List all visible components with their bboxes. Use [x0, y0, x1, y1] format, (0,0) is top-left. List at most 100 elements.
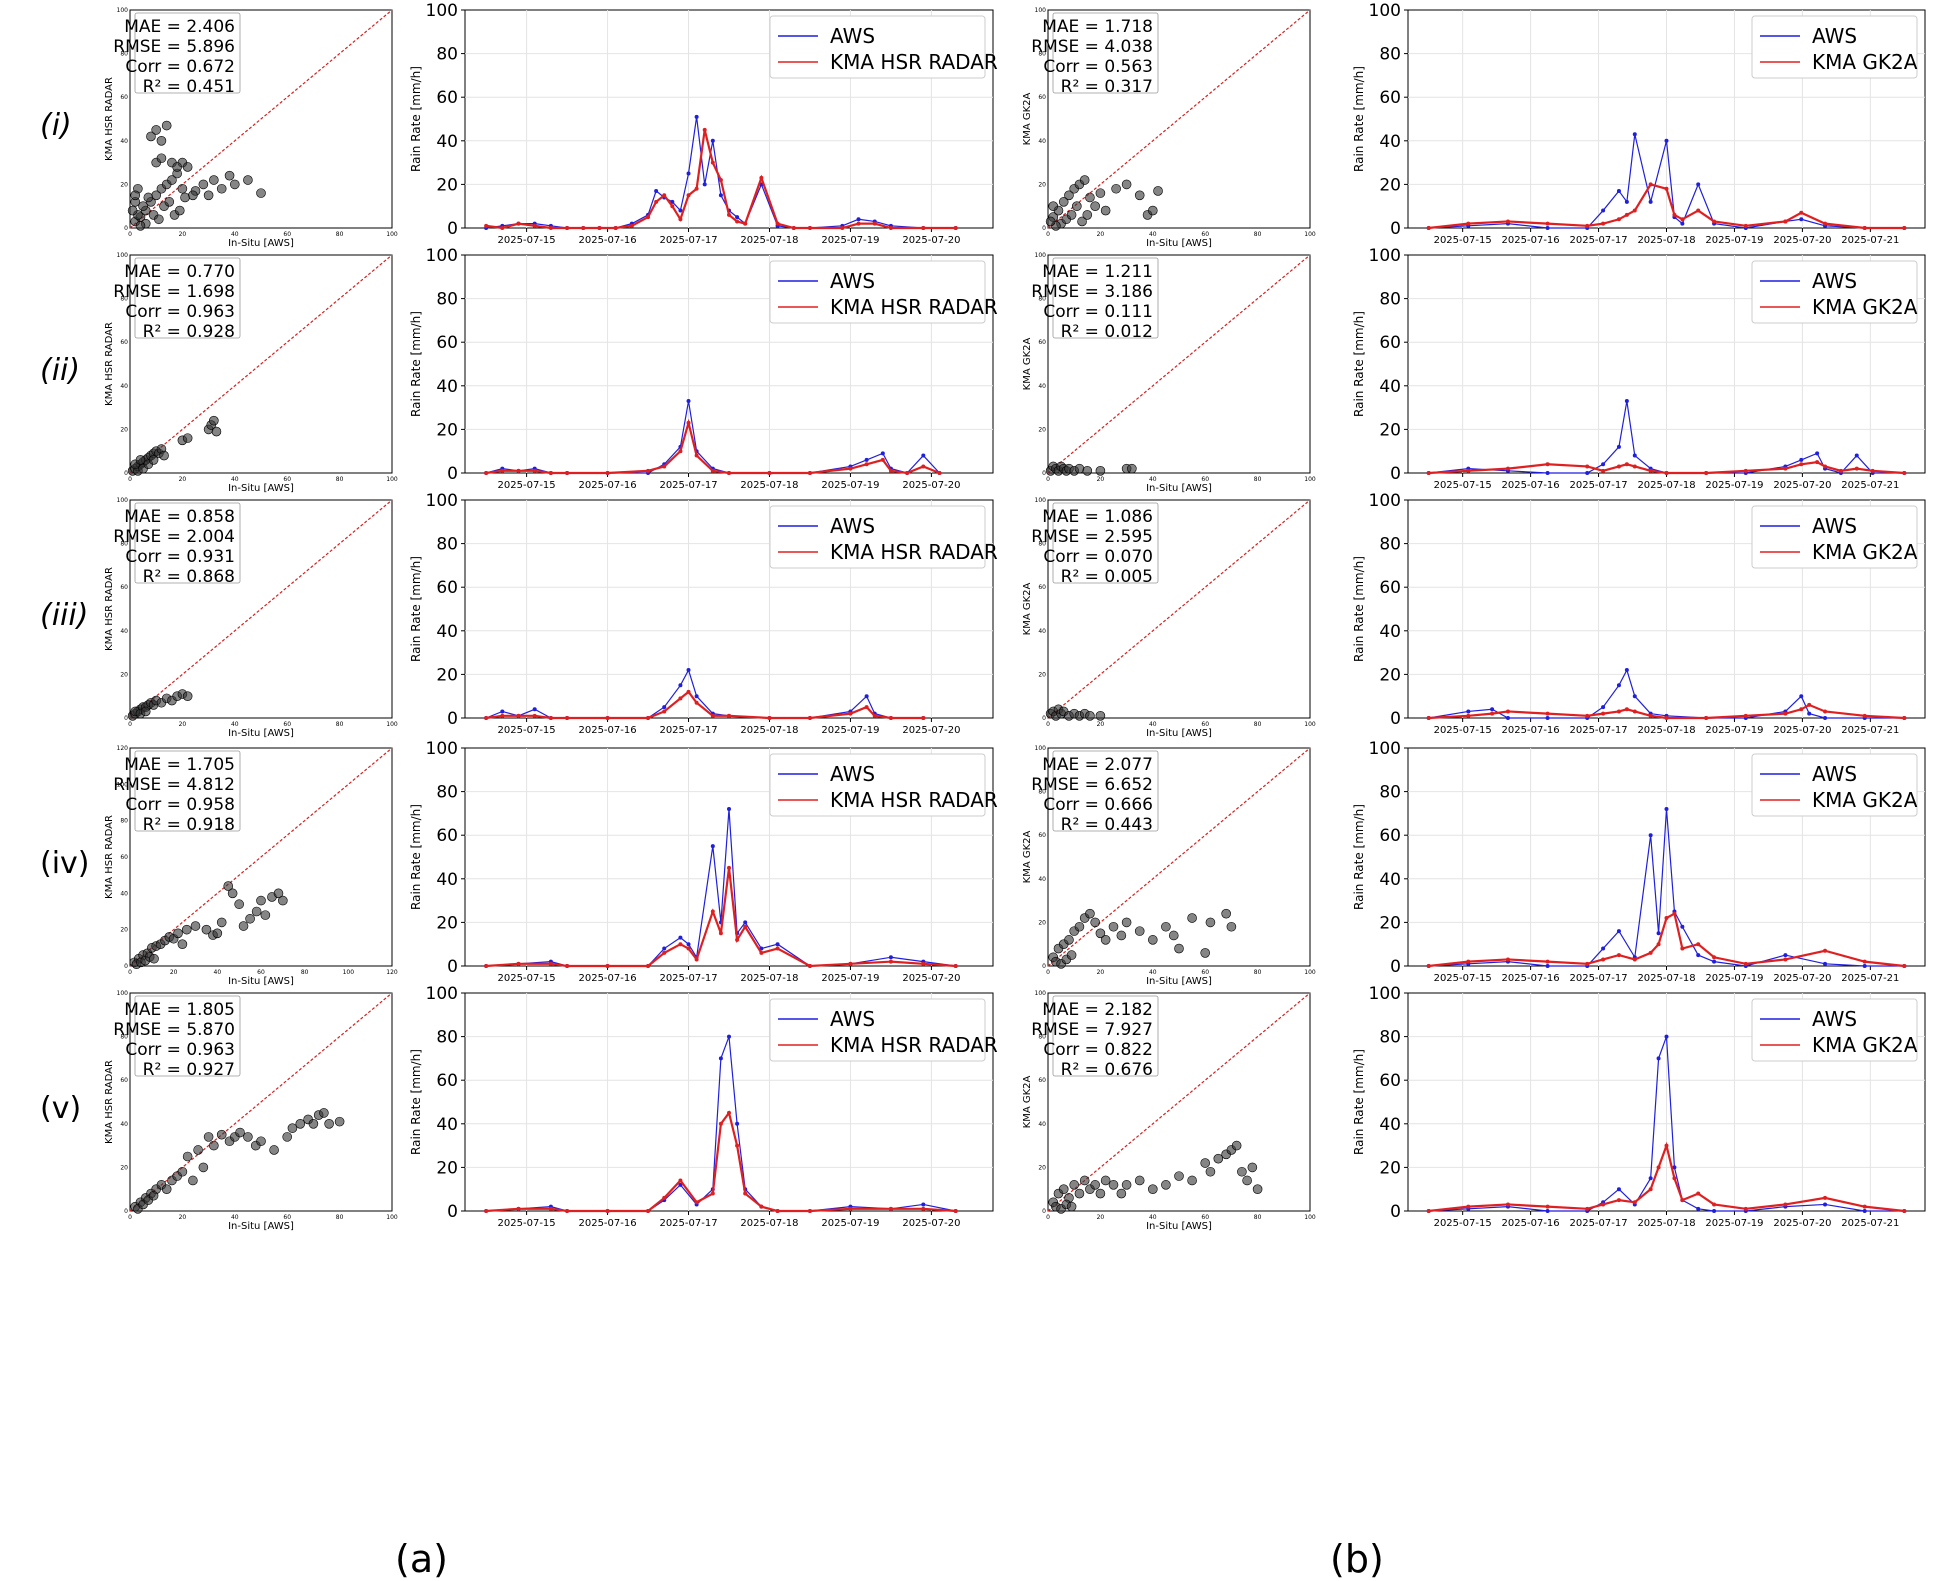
- series-point: [1585, 1206, 1590, 1211]
- y-axis-label: KMA GK2A: [1022, 830, 1033, 883]
- series-point: [678, 1182, 683, 1187]
- scatter-point: [135, 455, 146, 465]
- x-tick-label: 40: [1149, 476, 1157, 483]
- series-point: [727, 807, 731, 812]
- scatter-point: [127, 205, 138, 216]
- y-axis-label: Rain Rate [mm/h]: [1352, 804, 1366, 910]
- series-point: [1823, 464, 1828, 469]
- x-tick-label: 60: [283, 231, 291, 238]
- y-tick-label: 80: [1038, 541, 1046, 548]
- scatter-point: [188, 190, 198, 201]
- series-point: [727, 865, 731, 870]
- x-tick-label: 2025-07-15: [1434, 235, 1492, 246]
- x-tick-label: 2025-07-19: [821, 725, 879, 736]
- series-point: [646, 1209, 651, 1213]
- series-point: [921, 716, 926, 720]
- x-tick-label: 2025-07-20: [1773, 1218, 1831, 1229]
- series-point: [484, 223, 489, 228]
- x-tick-label: 2025-07-18: [740, 973, 798, 984]
- series-point: [1743, 961, 1748, 966]
- series-line: [1428, 808, 1905, 967]
- y-tick-label: 20: [436, 175, 458, 195]
- scatter-point: [1252, 1184, 1263, 1194]
- scatter-point: [148, 1190, 159, 1201]
- scatter-point: [164, 197, 175, 207]
- x-tick-label: 0: [128, 721, 132, 728]
- series-point: [1656, 1165, 1661, 1170]
- x-tick-label: 2025-07-21: [1841, 235, 1899, 246]
- y-tick-label: 60: [436, 333, 458, 353]
- x-tick-label: 0: [128, 231, 132, 238]
- x-tick-label: 2025-07-18: [1637, 725, 1695, 736]
- series-point: [646, 964, 651, 968]
- series-point: [710, 844, 715, 849]
- x-tick-label: 2025-07-15: [1434, 1218, 1492, 1229]
- series-point: [1743, 713, 1748, 718]
- series-point: [1466, 709, 1471, 714]
- x-tick-label: 2025-07-17: [1569, 973, 1627, 984]
- series-point: [1601, 1202, 1606, 1207]
- series-point: [1680, 217, 1685, 222]
- y-tick-label: 20: [1379, 1158, 1401, 1178]
- series-point: [1616, 709, 1621, 714]
- series-point: [1426, 716, 1431, 720]
- series-point: [743, 920, 748, 925]
- x-tick-label: 60: [1201, 1214, 1209, 1221]
- series-point: [1545, 471, 1550, 475]
- series-point: [548, 961, 553, 966]
- y-tick-label: 60: [1038, 832, 1046, 839]
- x-axis-label: In-Situ [AWS]: [1146, 483, 1212, 494]
- series-point: [500, 709, 505, 714]
- x-tick-label: 2025-07-20: [902, 973, 960, 984]
- scatter-point: [223, 881, 234, 891]
- series-point: [662, 709, 667, 714]
- y-axis-label: KMA HSR RADAR: [104, 1060, 115, 1144]
- series-point: [694, 114, 699, 119]
- y-tick-label: 100: [426, 739, 458, 759]
- timeseries-panel: 0 20 40 60 80 100 2025-07-15 2025-07-16 2025-07-…: [1352, 246, 1926, 491]
- series-point: [775, 942, 780, 947]
- legend-label: KMA HSR RADAR: [830, 295, 998, 319]
- scatter-point: [1058, 197, 1069, 207]
- y-tick-label: 20: [1379, 175, 1401, 195]
- scatter-point: [260, 910, 271, 920]
- scatter-point: [1100, 1175, 1111, 1186]
- row-label: (i): [40, 108, 72, 143]
- scatter-point: [245, 913, 255, 924]
- scatter-point: [334, 1116, 345, 1127]
- series-point: [1490, 707, 1495, 712]
- x-tick-label: 0: [128, 969, 132, 976]
- x-tick-label: 0: [1046, 231, 1050, 238]
- series-point: [775, 1209, 780, 1213]
- scatter-point: [1221, 908, 1231, 919]
- legend-box: [769, 753, 986, 817]
- x-tick-label: 2025-07-18: [1637, 973, 1695, 984]
- y-tick-label: 100: [1369, 246, 1401, 266]
- series-point: [1799, 707, 1804, 712]
- series-point: [1743, 1206, 1748, 1211]
- series-point: [856, 217, 861, 222]
- y-tick-label: 60: [1038, 94, 1046, 101]
- timeseries-panel: 0 20 40 60 80 100 2025-07-15 2025-07-16 2025-07-…: [409, 491, 998, 736]
- x-tick-label: 60: [1201, 721, 1209, 728]
- x-tick-label: 20: [179, 231, 187, 238]
- x-tick-label: 2025-07-15: [498, 235, 556, 246]
- stats-line: R² = 0.005: [1061, 567, 1153, 587]
- x-tick-label: 2025-07-19: [821, 480, 879, 491]
- stats-box: [134, 750, 241, 832]
- series-point: [872, 221, 877, 226]
- legend-label: KMA GK2A: [1812, 295, 1918, 319]
- y-tick-label: 0: [447, 957, 458, 977]
- series-point: [516, 961, 521, 966]
- scatter-point: [173, 928, 183, 939]
- y-tick-label: 40: [1038, 628, 1046, 635]
- stats-line: RMSE = 6.652: [1031, 775, 1153, 795]
- series-point: [646, 468, 651, 473]
- series-point: [1696, 953, 1701, 958]
- series-point: [686, 420, 691, 425]
- series-point: [1862, 713, 1867, 718]
- x-tick-label: 2025-07-18: [1637, 235, 1695, 246]
- series-point: [1854, 453, 1859, 458]
- series-point: [670, 204, 675, 209]
